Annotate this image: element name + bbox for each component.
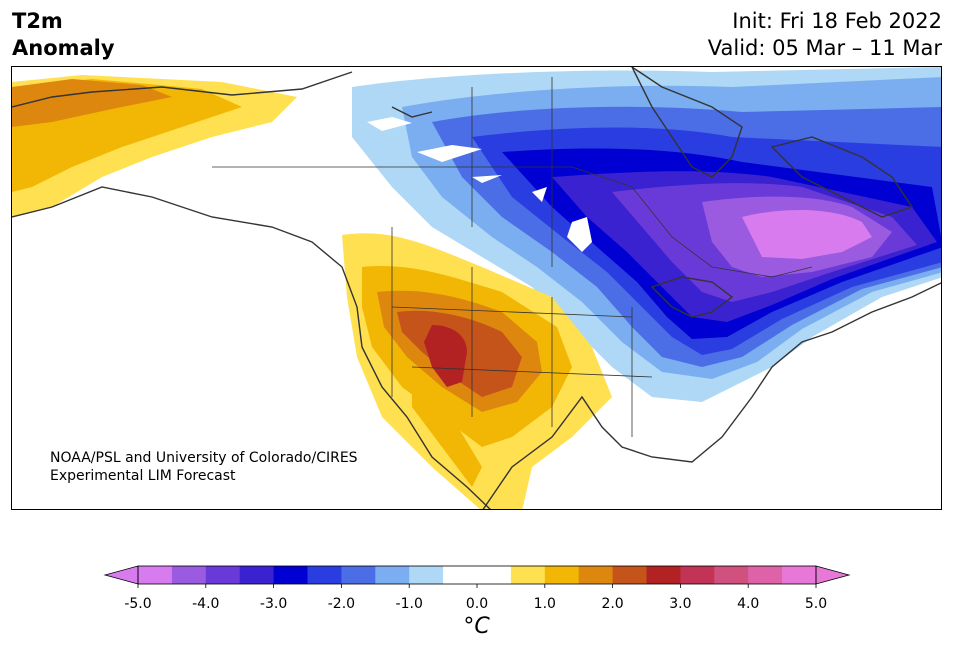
colorbar-tick-label: -1.0 [396, 596, 423, 612]
colorbar-bin [205, 566, 241, 584]
colorbar-tick-label: 1.0 [534, 596, 556, 612]
init-date-label: Init: Fri 18 Feb 2022 [732, 9, 942, 33]
colorbar-bin [477, 566, 512, 584]
colorbar-bin [612, 566, 647, 584]
colorbar-bin [239, 566, 275, 584]
colorbar-bins [138, 566, 817, 584]
colorbar-tick-label: 5.0 [805, 596, 827, 612]
valid-date-label: Valid: 05 Mar – 11 Mar [707, 36, 942, 60]
colorbar-bin [409, 566, 444, 584]
units-label: °C [463, 614, 490, 639]
colorbar-bin [782, 566, 817, 584]
title-line-2: Anomaly [12, 36, 115, 60]
colorbar: -5.0 -4.0 -3.0 -2.0 -1.0 0.0 1.0 2.0 3.0 4.0 5.0 [103, 565, 851, 612]
colorbar-ticks: -5.0 -4.0 -3.0 -2.0 -1.0 0.0 1.0 2.0 3.0 4.0 5.0 [124, 584, 827, 612]
colorbar-tick-label: -4.0 [192, 596, 219, 612]
map-title: T2m Anomaly [12, 8, 115, 62]
colorbar-tick-label: -5.0 [124, 596, 151, 612]
colorbar-under-arrow [103, 565, 139, 585]
colorbar-bin [646, 566, 681, 584]
warm-anomaly-shading [12, 75, 612, 509]
anomaly-map-svg [12, 67, 941, 509]
colorbar-bin [748, 566, 783, 584]
colorbar-bin [307, 566, 342, 584]
colorbar-tick-label: 2.0 [601, 596, 623, 612]
colorbar-tick-label: 3.0 [669, 596, 691, 612]
lakes [367, 117, 592, 252]
credit-line-1: NOAA/PSL and University of Colorado/CIRE… [50, 450, 358, 466]
coastlines [12, 67, 941, 509]
colorbar-tick-label: 0.0 [466, 596, 488, 612]
colorbar-bin [443, 566, 478, 584]
colorbar-tick-label: -2.0 [328, 596, 355, 612]
political-borders [212, 77, 813, 437]
colorbar-bin [375, 566, 410, 584]
colorbar-bin [578, 566, 614, 584]
title-line-1: T2m [12, 9, 63, 33]
anomaly-map: NOAA/PSL and University of Colorado/CIRE… [11, 66, 942, 510]
colorbar-bin [510, 566, 546, 584]
colorbar-bin [341, 566, 376, 584]
colorbar-over-arrow [815, 565, 851, 585]
colorbar-tick-label: -3.0 [260, 596, 287, 612]
colorbar-bin [680, 566, 715, 584]
forecast-dates: Init: Fri 18 Feb 2022 Valid: 05 Mar – 11… [708, 8, 942, 62]
colorbar-bin [171, 566, 207, 584]
colorbar-bin [138, 566, 173, 584]
colorbar-tick-label: 4.0 [737, 596, 759, 612]
colorbar-units: °C [0, 614, 953, 639]
colorbar-bin [714, 566, 749, 584]
colorbar-bin [273, 566, 308, 584]
map-credit: NOAA/PSL and University of Colorado/CIRE… [50, 449, 358, 485]
credit-line-2: Experimental LIM Forecast [50, 468, 236, 484]
colorbar-bin [544, 566, 580, 584]
cold-anomaly-shading [352, 67, 941, 402]
